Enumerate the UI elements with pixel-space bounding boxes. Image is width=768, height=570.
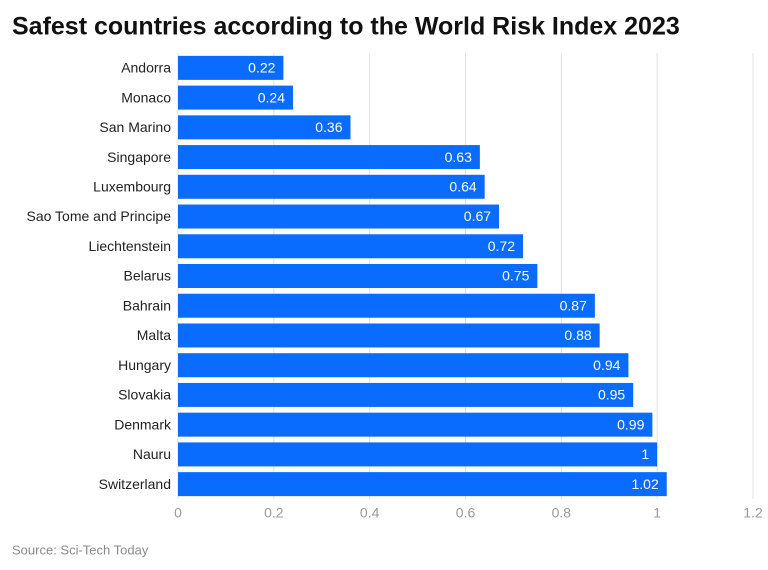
value-label: 0.36 — [315, 119, 342, 135]
chart-title: Safest countries according to the World … — [12, 13, 680, 41]
bar — [178, 264, 538, 288]
y-tick-label: Nauru — [133, 446, 171, 462]
y-tick-label: Liechtenstein — [88, 238, 171, 254]
x-tick-label: 0.8 — [552, 505, 572, 521]
value-label: 0.64 — [449, 179, 476, 195]
value-label: 0.63 — [445, 149, 472, 165]
y-tick-label: Slovakia — [118, 387, 171, 403]
y-tick-label: Singapore — [107, 149, 171, 165]
y-tick-label: Belarus — [124, 268, 171, 284]
value-label: 1.02 — [632, 476, 659, 492]
y-tick-label: Monaco — [121, 89, 171, 105]
value-label: 0.24 — [258, 89, 285, 105]
x-tick-label: 1.2 — [743, 505, 763, 521]
y-tick-label: Denmark — [114, 416, 172, 432]
value-label: 0.22 — [248, 60, 275, 76]
bar — [178, 323, 600, 348]
x-tick-label: 0.2 — [264, 505, 284, 521]
x-tick-label: 1 — [653, 505, 661, 521]
y-tick-label: Bahrain — [123, 297, 171, 313]
y-tick-label: Sao Tome and Principe — [27, 208, 172, 224]
bar — [178, 412, 653, 437]
value-label: 0.99 — [617, 416, 644, 432]
value-label: 0.95 — [598, 387, 625, 403]
bar — [178, 174, 485, 199]
value-label: 0.87 — [560, 297, 587, 313]
bar — [178, 293, 595, 318]
bar — [178, 55, 284, 80]
y-tick-label: Hungary — [118, 357, 171, 373]
y-tick-label: San Marino — [99, 119, 171, 135]
y-tick-label: Malta — [137, 327, 171, 343]
bar — [178, 382, 634, 407]
source: Source: Sci-Tech Today — [12, 542, 149, 557]
bar — [178, 115, 351, 140]
bar — [178, 204, 500, 229]
y-tick-label: Andorra — [121, 60, 171, 76]
bar — [178, 234, 523, 259]
bar — [178, 442, 658, 467]
value-label: 0.72 — [488, 238, 515, 254]
y-tick-label: Switzerland — [99, 476, 171, 492]
x-tick-label: 0.6 — [456, 505, 476, 521]
value-label: 1 — [641, 446, 649, 462]
bar — [178, 85, 293, 110]
bar — [178, 145, 480, 170]
x-tick-label: 0 — [174, 505, 182, 521]
value-label: 0.88 — [564, 327, 591, 343]
value-label: 0.94 — [593, 357, 620, 373]
bar — [178, 353, 629, 378]
bar — [178, 472, 667, 497]
y-tick-label: Luxembourg — [93, 179, 171, 195]
value-label: 0.67 — [464, 208, 491, 224]
x-tick-label: 0.4 — [360, 505, 380, 521]
value-label: 0.75 — [502, 268, 529, 284]
